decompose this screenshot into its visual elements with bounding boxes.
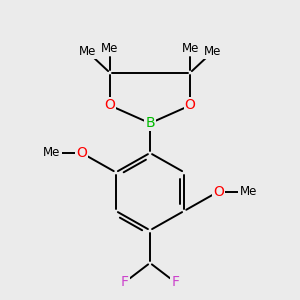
Text: F: F — [121, 275, 129, 289]
Text: Me: Me — [204, 45, 221, 58]
Text: Me: Me — [79, 45, 96, 58]
Text: O: O — [76, 146, 87, 160]
Text: F: F — [171, 275, 179, 289]
Text: B: B — [145, 116, 155, 130]
Text: Me: Me — [239, 185, 257, 198]
Text: Me: Me — [43, 146, 61, 160]
Text: O: O — [104, 98, 115, 112]
Text: Me: Me — [101, 42, 118, 56]
Text: O: O — [213, 184, 224, 199]
Text: Me: Me — [182, 42, 199, 56]
Text: O: O — [185, 98, 196, 112]
